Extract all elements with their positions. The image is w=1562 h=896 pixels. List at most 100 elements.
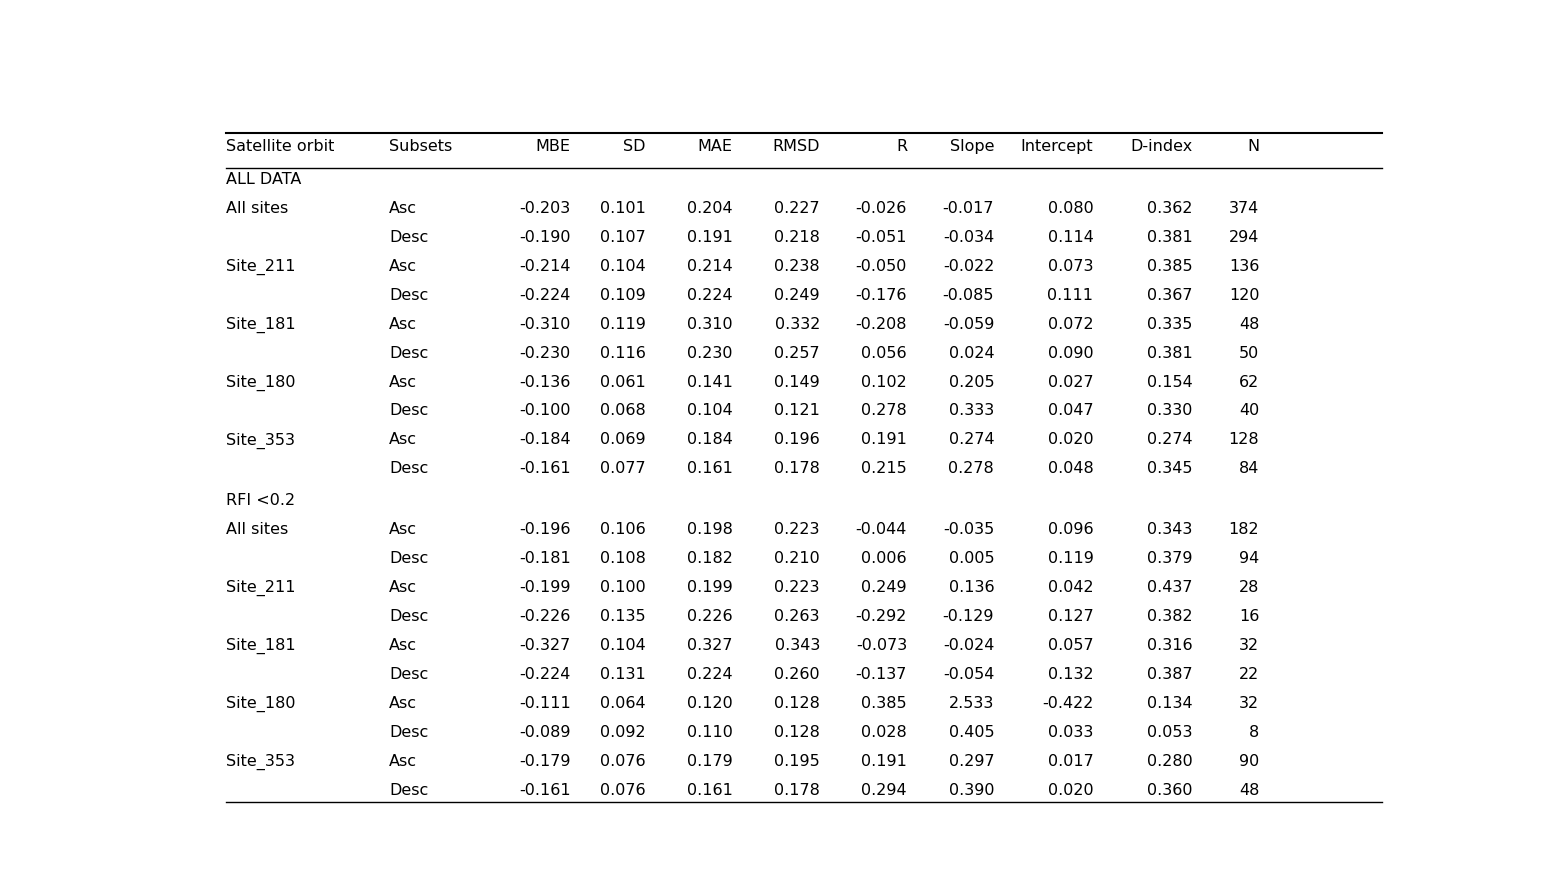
Text: Asc: Asc bbox=[389, 433, 417, 447]
Text: 0.198: 0.198 bbox=[687, 522, 733, 538]
Text: 0.257: 0.257 bbox=[775, 346, 820, 360]
Text: All sites: All sites bbox=[225, 522, 287, 538]
Text: -0.181: -0.181 bbox=[519, 551, 570, 566]
Text: 0.390: 0.390 bbox=[948, 783, 993, 798]
Text: -0.026: -0.026 bbox=[856, 201, 908, 216]
Text: 0.437: 0.437 bbox=[1147, 580, 1193, 595]
Text: 0.119: 0.119 bbox=[1048, 551, 1093, 566]
Text: 0.224: 0.224 bbox=[687, 288, 733, 303]
Text: All sites: All sites bbox=[225, 201, 287, 216]
Text: Desc: Desc bbox=[389, 551, 428, 566]
Text: -0.422: -0.422 bbox=[1042, 696, 1093, 711]
Text: 0.056: 0.056 bbox=[861, 346, 908, 360]
Text: 0.223: 0.223 bbox=[775, 580, 820, 595]
Text: 0.121: 0.121 bbox=[775, 403, 820, 418]
Text: -0.129: -0.129 bbox=[943, 609, 993, 625]
Text: 48: 48 bbox=[1239, 316, 1259, 332]
Text: 0.080: 0.080 bbox=[1048, 201, 1093, 216]
Text: -0.050: -0.050 bbox=[856, 259, 908, 273]
Text: -0.035: -0.035 bbox=[943, 522, 993, 538]
Text: -0.136: -0.136 bbox=[519, 375, 570, 390]
Text: 28: 28 bbox=[1239, 580, 1259, 595]
Text: -0.085: -0.085 bbox=[943, 288, 993, 303]
Text: Asc: Asc bbox=[389, 696, 417, 711]
Text: 90: 90 bbox=[1239, 754, 1259, 769]
Text: -0.226: -0.226 bbox=[519, 609, 570, 625]
Text: -0.208: -0.208 bbox=[856, 316, 908, 332]
Text: 0.224: 0.224 bbox=[687, 667, 733, 682]
Text: Asc: Asc bbox=[389, 580, 417, 595]
Text: 0.136: 0.136 bbox=[948, 580, 993, 595]
Text: 0.210: 0.210 bbox=[775, 551, 820, 566]
Text: 0.215: 0.215 bbox=[861, 461, 908, 477]
Text: 0.330: 0.330 bbox=[1148, 403, 1193, 418]
Text: 0.106: 0.106 bbox=[600, 522, 645, 538]
Text: Intercept: Intercept bbox=[1022, 139, 1093, 153]
Text: 120: 120 bbox=[1229, 288, 1259, 303]
Text: Desc: Desc bbox=[389, 461, 428, 477]
Text: 0.104: 0.104 bbox=[600, 638, 645, 653]
Text: 0.096: 0.096 bbox=[1048, 522, 1093, 538]
Text: -0.199: -0.199 bbox=[519, 580, 570, 595]
Text: 48: 48 bbox=[1239, 783, 1259, 798]
Text: 0.218: 0.218 bbox=[775, 229, 820, 245]
Text: 0.332: 0.332 bbox=[775, 316, 820, 332]
Text: 0.108: 0.108 bbox=[600, 551, 645, 566]
Text: -0.054: -0.054 bbox=[943, 667, 993, 682]
Text: 0.249: 0.249 bbox=[775, 288, 820, 303]
Text: -0.310: -0.310 bbox=[519, 316, 570, 332]
Text: 0.116: 0.116 bbox=[600, 346, 645, 360]
Text: 0.381: 0.381 bbox=[1147, 346, 1193, 360]
Text: 0.128: 0.128 bbox=[775, 725, 820, 740]
Text: 0.196: 0.196 bbox=[775, 433, 820, 447]
Text: -0.017: -0.017 bbox=[943, 201, 993, 216]
Text: 0.199: 0.199 bbox=[687, 580, 733, 595]
Text: -0.051: -0.051 bbox=[856, 229, 908, 245]
Text: -0.224: -0.224 bbox=[519, 288, 570, 303]
Text: 0.387: 0.387 bbox=[1147, 667, 1193, 682]
Text: 0.120: 0.120 bbox=[687, 696, 733, 711]
Text: 0.316: 0.316 bbox=[1147, 638, 1193, 653]
Text: 0.119: 0.119 bbox=[600, 316, 645, 332]
Text: 0.072: 0.072 bbox=[1048, 316, 1093, 332]
Text: 0.128: 0.128 bbox=[775, 696, 820, 711]
Text: D-index: D-index bbox=[1131, 139, 1193, 153]
Text: 0.227: 0.227 bbox=[775, 201, 820, 216]
Text: 0.274: 0.274 bbox=[1147, 433, 1193, 447]
Text: -0.292: -0.292 bbox=[856, 609, 908, 625]
Text: 0.154: 0.154 bbox=[1147, 375, 1193, 390]
Text: Desc: Desc bbox=[389, 346, 428, 360]
Text: 0.047: 0.047 bbox=[1048, 403, 1093, 418]
Text: -0.224: -0.224 bbox=[519, 667, 570, 682]
Text: 0.385: 0.385 bbox=[1147, 259, 1193, 273]
Text: Site_181: Site_181 bbox=[225, 316, 295, 332]
Text: 136: 136 bbox=[1229, 259, 1259, 273]
Text: -0.184: -0.184 bbox=[519, 433, 570, 447]
Text: 0.274: 0.274 bbox=[948, 433, 993, 447]
Text: Asc: Asc bbox=[389, 754, 417, 769]
Text: 0.109: 0.109 bbox=[600, 288, 645, 303]
Text: 0.226: 0.226 bbox=[687, 609, 733, 625]
Text: Asc: Asc bbox=[389, 316, 417, 332]
Text: Desc: Desc bbox=[389, 403, 428, 418]
Text: 0.127: 0.127 bbox=[1048, 609, 1093, 625]
Text: 0.020: 0.020 bbox=[1048, 433, 1093, 447]
Text: 0.360: 0.360 bbox=[1147, 783, 1193, 798]
Text: -0.214: -0.214 bbox=[519, 259, 570, 273]
Text: 0.092: 0.092 bbox=[600, 725, 645, 740]
Text: 0.161: 0.161 bbox=[687, 461, 733, 477]
Text: 32: 32 bbox=[1239, 638, 1259, 653]
Text: 32: 32 bbox=[1239, 696, 1259, 711]
Text: Asc: Asc bbox=[389, 522, 417, 538]
Text: 0.131: 0.131 bbox=[600, 667, 645, 682]
Text: 0.104: 0.104 bbox=[600, 259, 645, 273]
Text: 0.343: 0.343 bbox=[775, 638, 820, 653]
Text: 0.020: 0.020 bbox=[1048, 783, 1093, 798]
Text: 0.191: 0.191 bbox=[861, 754, 908, 769]
Text: 0.076: 0.076 bbox=[600, 754, 645, 769]
Text: 0.184: 0.184 bbox=[687, 433, 733, 447]
Text: Site_181: Site_181 bbox=[225, 638, 295, 654]
Text: RFI <0.2: RFI <0.2 bbox=[225, 493, 295, 508]
Text: 0.064: 0.064 bbox=[600, 696, 645, 711]
Text: N: N bbox=[1246, 139, 1259, 153]
